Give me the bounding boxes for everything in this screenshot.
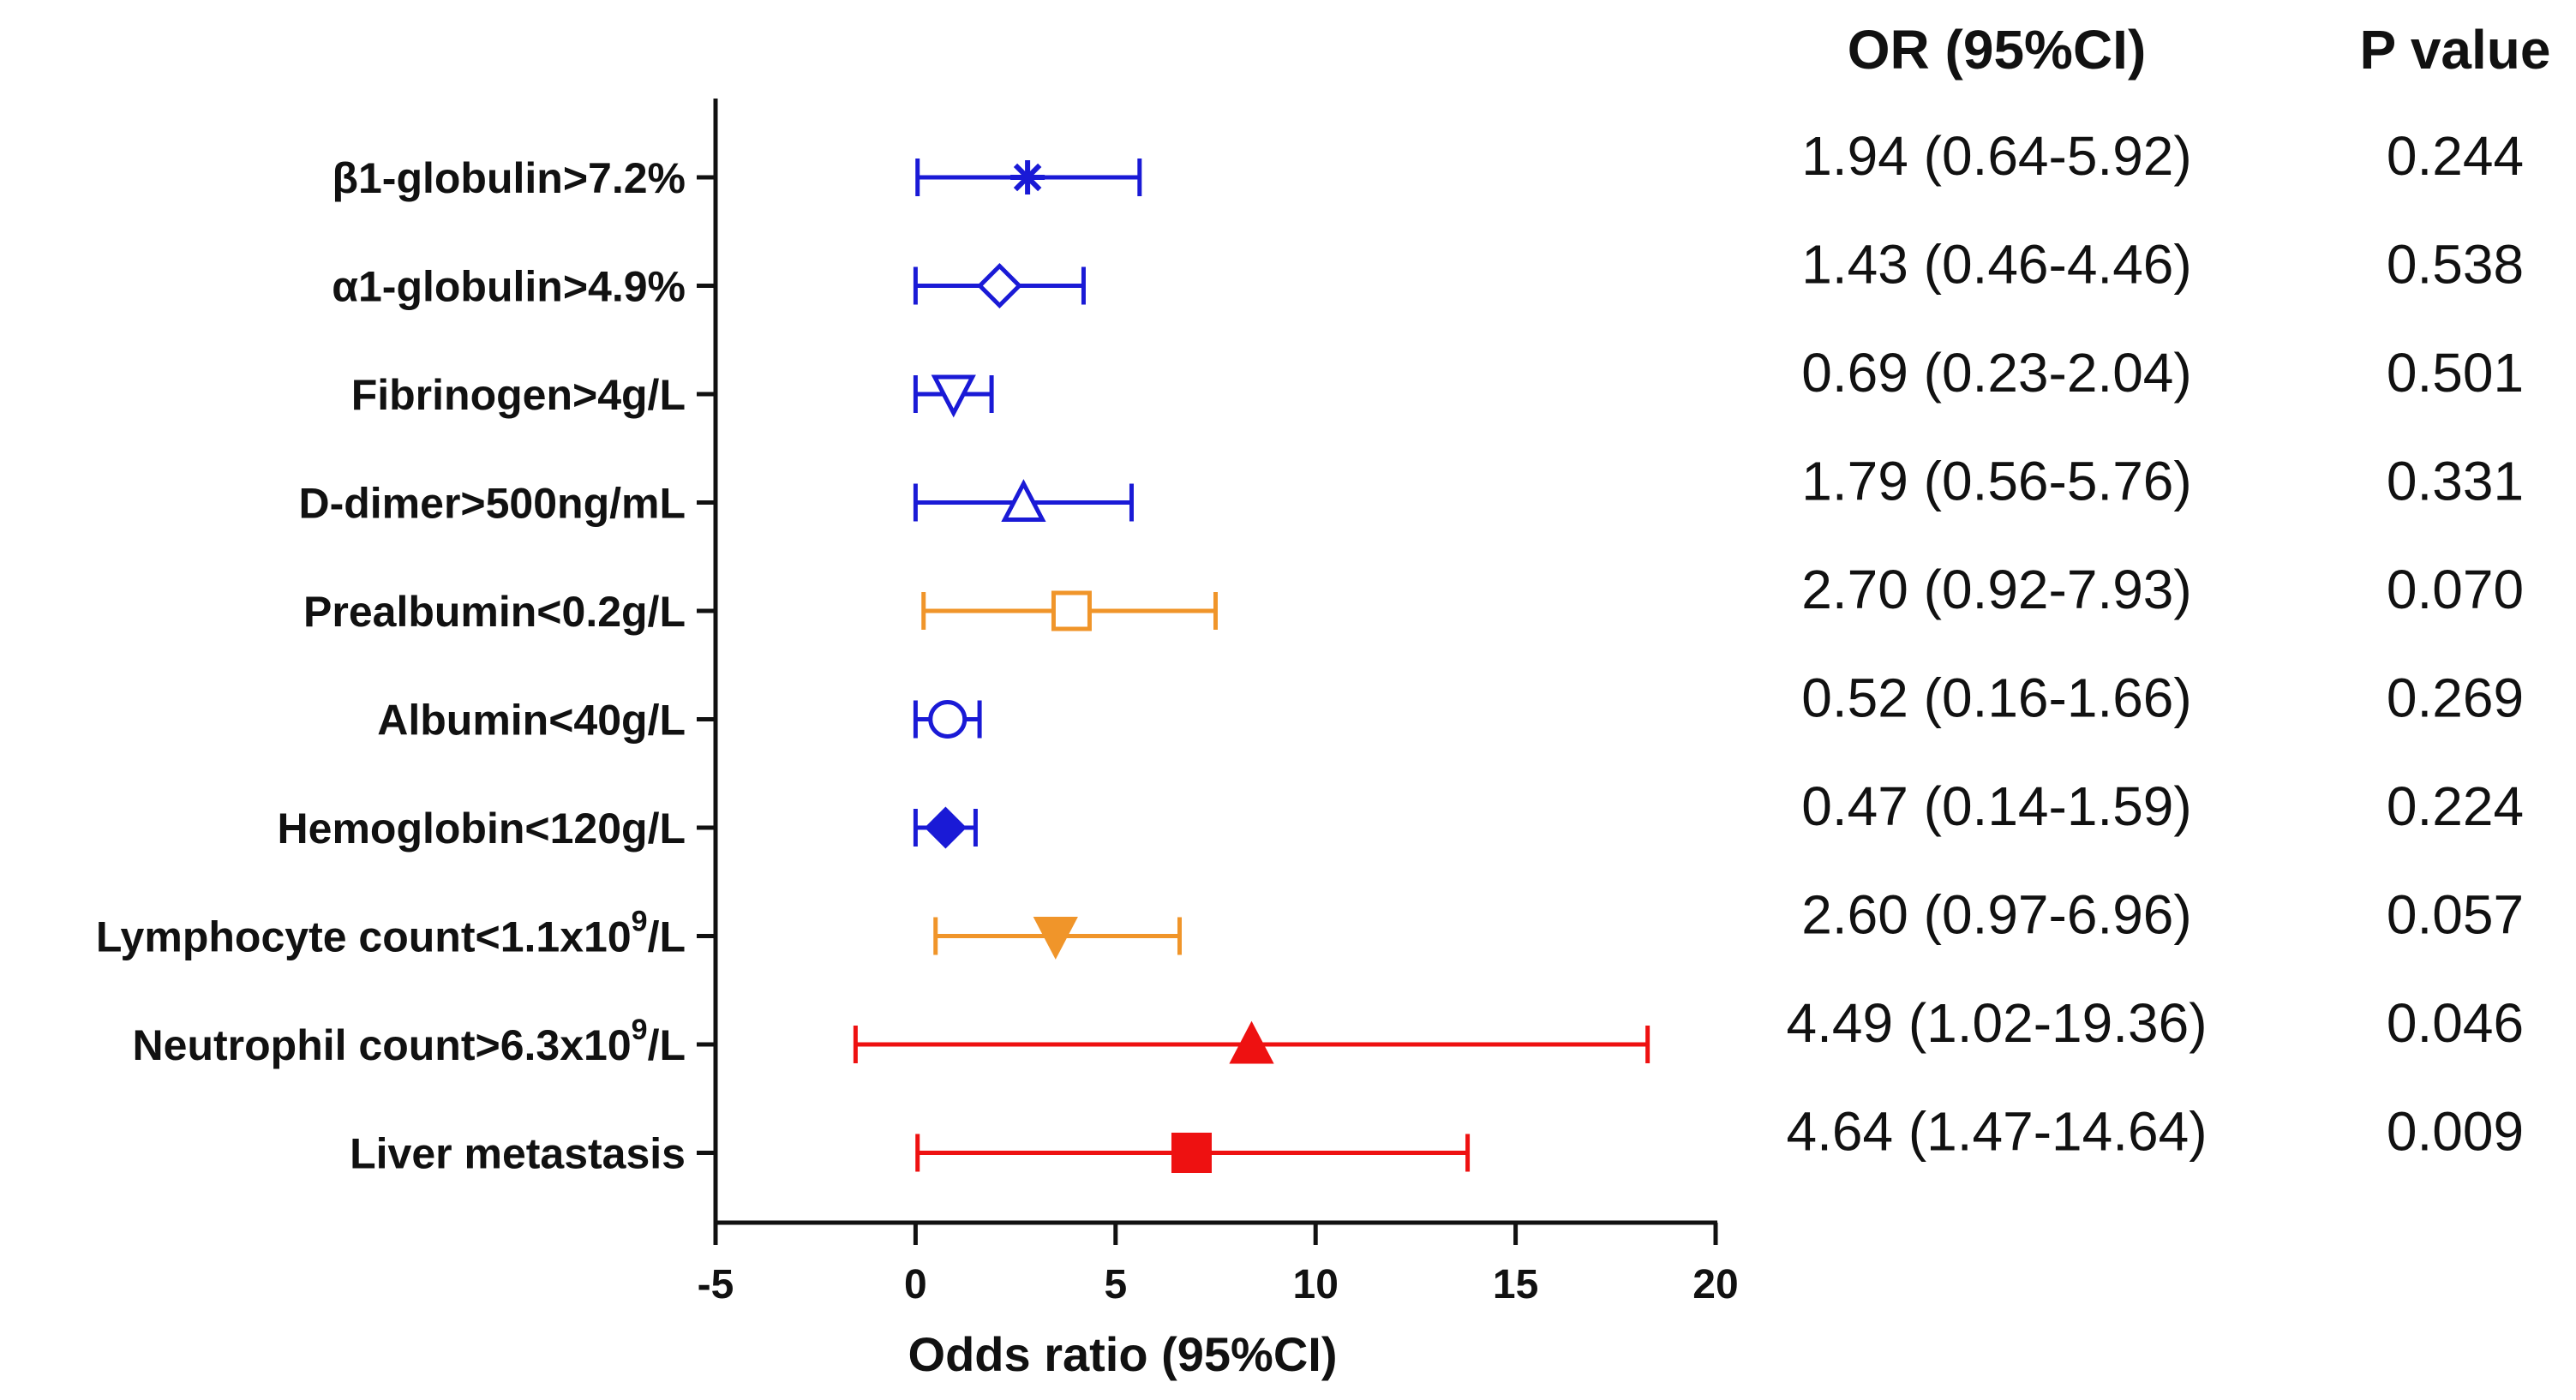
triangle-up-marker xyxy=(1229,1020,1274,1064)
x-tick-label: -5 xyxy=(698,1262,734,1307)
forest-row: Lymphocyte count<1.1x109/L xyxy=(96,906,1182,961)
p-value: 0.057 xyxy=(2387,884,2524,946)
row-label-superscript: 9 xyxy=(632,1014,648,1046)
row-label-text: Liver metastasis xyxy=(350,1130,686,1178)
forest-row: α1-globulin>4.9% xyxy=(332,262,1086,311)
forest-row: Neutrophil count>6.3x109/L xyxy=(133,1014,1650,1069)
row-label-text: Hemoglobin<120g/L xyxy=(278,805,686,853)
row-label: Liver metastasis xyxy=(350,1130,686,1178)
row-label: α1-globulin>4.9% xyxy=(332,263,686,311)
row-label: β1-globulin>7.2% xyxy=(332,154,686,202)
or-ci-value: 0.47 (0.14-1.59) xyxy=(1801,775,2191,837)
p-value: 0.009 xyxy=(2387,1101,2524,1163)
x-axis-title: Odds ratio (95%CI) xyxy=(908,1327,1338,1381)
forest-row: Fibrinogen>4g/L xyxy=(351,371,994,419)
forest-row: Prealbumin<0.2g/L xyxy=(303,588,1218,636)
x-tick-label: 0 xyxy=(904,1262,927,1307)
or-table: OR (95%CI) P value 1.94 (0.64-5.92) 0.244… xyxy=(1787,19,2551,1163)
axes: -5 0 5 10 15 20 xyxy=(698,99,1739,1307)
p-value: 0.244 xyxy=(2387,125,2524,187)
x-tick-label: 20 xyxy=(1692,1262,1738,1307)
p-value: 0.501 xyxy=(2387,342,2524,404)
p-value: 0.070 xyxy=(2387,559,2524,620)
triangle-down-marker xyxy=(1033,917,1078,960)
row-label-suffix: /L xyxy=(648,913,686,961)
square-marker xyxy=(1051,590,1092,631)
row-label-text: β1-globulin>7.2% xyxy=(332,154,686,202)
x-tick-label: 15 xyxy=(1493,1262,1538,1307)
or-ci-value: 1.43 (0.46-4.46) xyxy=(1801,234,2191,296)
or-ci-value: 0.52 (0.16-1.66) xyxy=(1801,667,2191,729)
forest-row: β1-globulin>7.2% xyxy=(332,154,1142,202)
x-tick-label: 5 xyxy=(1104,1262,1127,1307)
row-label-suffix: /L xyxy=(648,1021,686,1069)
row-label: Neutrophil count>6.3x109/L xyxy=(133,1014,686,1069)
or-ci-value: 1.79 (0.56-5.76) xyxy=(1801,451,2191,512)
square-marker xyxy=(1171,1133,1212,1173)
forest-row: Hemoglobin<120g/L xyxy=(278,805,978,853)
row-label: Lymphocyte count<1.1x109/L xyxy=(96,906,686,961)
or-ci-value: 0.69 (0.23-2.04) xyxy=(1801,342,2191,404)
x-tick-label: 10 xyxy=(1293,1262,1339,1307)
p-value: 0.269 xyxy=(2387,667,2524,729)
row-label: D-dimer>500ng/mL xyxy=(298,480,686,528)
or-ci-value: 2.70 (0.92-7.93) xyxy=(1801,559,2191,620)
row-label-text: Fibrinogen>4g/L xyxy=(351,371,686,419)
row-label-text: Lymphocyte count<1.1x10 xyxy=(96,913,632,961)
row-label: Fibrinogen>4g/L xyxy=(351,371,686,419)
diamond-marker xyxy=(924,806,967,849)
row-label: Prealbumin<0.2g/L xyxy=(303,588,686,636)
row-label-text: D-dimer>500ng/mL xyxy=(298,480,686,528)
forest-row: Liver metastasis xyxy=(350,1130,1471,1178)
asterisk-marker xyxy=(1010,160,1045,194)
row-label: Albumin<40g/L xyxy=(377,697,686,745)
p-value: 0.538 xyxy=(2387,234,2524,296)
diamond-marker xyxy=(976,262,1022,309)
forest-row: Albumin<40g/L xyxy=(377,697,982,745)
or-ci-value: 4.64 (1.47-14.64) xyxy=(1787,1101,2208,1163)
or-ci-value: 4.49 (1.02-19.36) xyxy=(1787,992,2208,1054)
p-value: 0.331 xyxy=(2387,451,2524,512)
forest-rows: β1-globulin>7.2% α1-globulin>4.9% Fibrinog… xyxy=(96,154,1650,1178)
p-column-header: P value xyxy=(2360,19,2551,81)
row-label: Hemoglobin<120g/L xyxy=(278,805,686,853)
or-column-header: OR (95%CI) xyxy=(1848,19,2147,81)
row-label-text: Prealbumin<0.2g/L xyxy=(303,588,686,636)
p-value: 0.046 xyxy=(2387,992,2524,1054)
row-label-superscript: 9 xyxy=(632,906,648,938)
or-ci-value: 1.94 (0.64-5.92) xyxy=(1801,125,2191,187)
or-ci-value: 2.60 (0.97-6.96) xyxy=(1801,884,2191,946)
row-label-text: Neutrophil count>6.3x10 xyxy=(133,1021,632,1069)
row-label-text: Albumin<40g/L xyxy=(377,697,686,745)
row-label-text: α1-globulin>4.9% xyxy=(332,263,686,311)
triangle-up-marker xyxy=(1001,479,1046,522)
triangle-down-marker xyxy=(931,374,976,418)
p-value: 0.224 xyxy=(2387,775,2524,837)
forest-row: D-dimer>500ng/mL xyxy=(298,479,1134,528)
circle-marker xyxy=(928,700,967,739)
